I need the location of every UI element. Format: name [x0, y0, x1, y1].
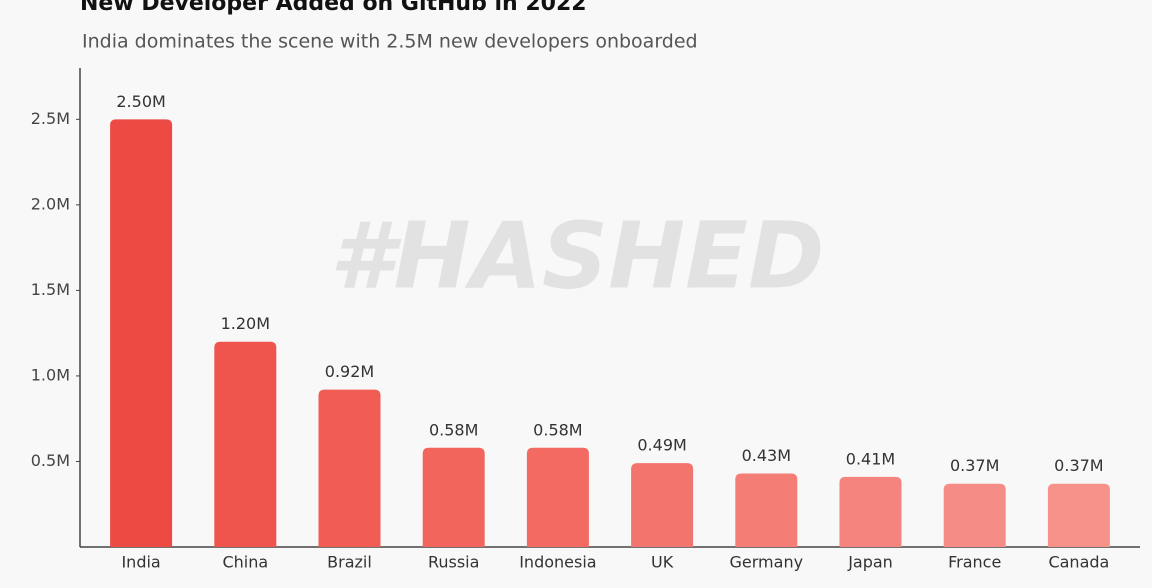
bar	[110, 119, 173, 548]
watermark: #HASHED	[330, 202, 825, 309]
y-tick-label: 1.5M	[31, 280, 70, 299]
x-tick-label: UK	[651, 553, 674, 572]
value-label: 0.41M	[846, 449, 895, 468]
x-tick-label: China	[222, 553, 268, 572]
x-tick-label: India	[121, 553, 160, 572]
y-tick-label: 2.5M	[31, 109, 70, 128]
bar	[526, 447, 589, 547]
value-label: 0.92M	[325, 362, 374, 381]
bar	[839, 476, 902, 547]
bar	[1047, 483, 1110, 547]
bar	[214, 341, 277, 547]
y-tick-label: 2.0M	[31, 194, 70, 213]
y-tick-label: 0.5M	[31, 451, 70, 470]
x-tick-label: Japan	[847, 553, 893, 572]
value-label: 0.58M	[533, 420, 582, 439]
value-label: 1.20M	[221, 314, 270, 333]
bar	[631, 463, 694, 547]
chart-title: New Developer Added on GitHub in 2022	[80, 0, 587, 16]
x-tick-label: Germany	[730, 553, 804, 572]
bar	[943, 483, 1006, 547]
value-label: 0.49M	[637, 436, 686, 455]
value-label: 0.58M	[429, 420, 478, 439]
x-tick-label: Canada	[1048, 553, 1109, 572]
bar	[422, 447, 485, 547]
x-tick-label: France	[948, 553, 1001, 572]
value-label: 2.50M	[116, 92, 165, 111]
x-tick-label: Indonesia	[519, 553, 596, 572]
bar	[318, 389, 381, 547]
chart-subtitle: India dominates the scene with 2.5M new …	[82, 31, 698, 53]
y-tick-label: 1.0M	[31, 365, 70, 384]
x-tick-label: Brazil	[327, 553, 372, 572]
value-label: 0.37M	[950, 456, 999, 475]
x-tick-label: Russia	[428, 553, 479, 572]
value-label: 0.43M	[742, 446, 791, 465]
bar	[735, 473, 798, 547]
value-label: 0.37M	[1054, 456, 1103, 475]
